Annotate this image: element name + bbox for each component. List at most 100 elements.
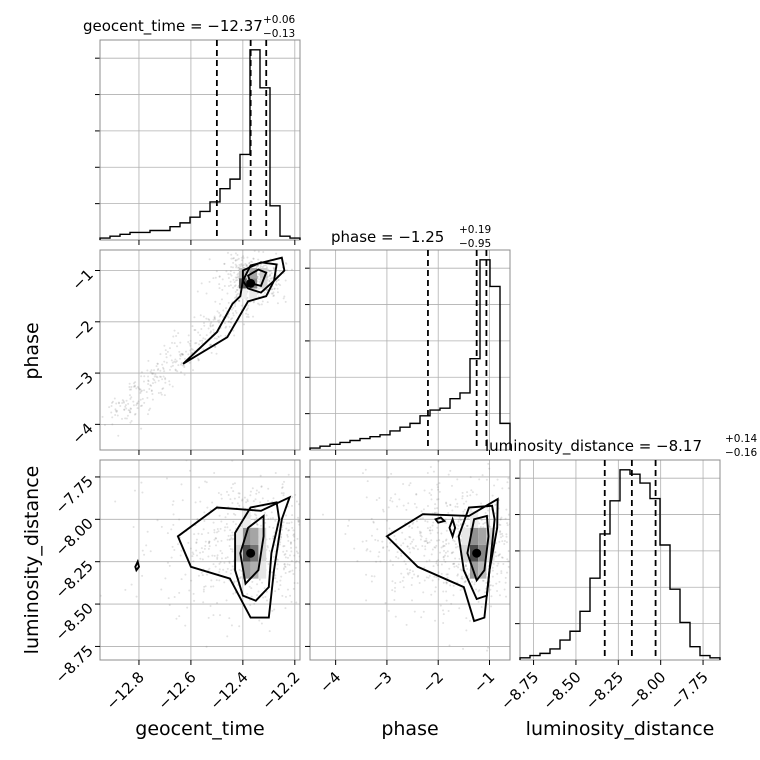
sample-point [387, 476, 390, 479]
sample-point [490, 605, 493, 608]
sample-point [491, 566, 494, 569]
sample-point [240, 262, 243, 265]
yticklabel-luminosity_distance-1: −8.50 [52, 599, 97, 644]
sample-point [338, 567, 340, 569]
xticklabel-luminosity_distance-3: −8.00 [624, 668, 669, 713]
sample-point [276, 567, 279, 570]
sample-point [174, 361, 177, 364]
sample-point [514, 528, 516, 530]
sample-point [437, 498, 440, 501]
sample-point [572, 564, 574, 566]
sample-point [177, 332, 180, 335]
sample-point [134, 412, 137, 415]
sample-point [485, 478, 488, 481]
sample-point [459, 518, 462, 521]
sample-point [355, 551, 357, 553]
sample-point [166, 532, 169, 535]
sample-point [196, 518, 199, 521]
sample-point [272, 294, 275, 297]
density-cell-2 [242, 527, 251, 545]
sample-point [402, 482, 405, 485]
sample-point [445, 543, 448, 546]
sample-point [317, 472, 319, 474]
sample-point [268, 549, 271, 552]
sample-point [336, 555, 338, 557]
sample-point [232, 314, 235, 317]
sample-point [147, 383, 150, 386]
sample-point [238, 568, 241, 571]
sample-point [499, 530, 502, 533]
sample-point [207, 569, 210, 572]
sample-point [204, 338, 207, 341]
sample-point [279, 541, 282, 544]
sample-point [365, 496, 368, 499]
sample-point [157, 367, 160, 370]
sample-point [418, 530, 421, 533]
sample-point [234, 290, 237, 293]
sample-point [522, 592, 524, 594]
sample-point [130, 385, 133, 388]
sample-point [285, 527, 288, 530]
sample-point [223, 529, 226, 532]
sample-point [280, 536, 283, 539]
sample-point [250, 260, 253, 263]
sample-point [456, 573, 459, 576]
sample-point [232, 520, 235, 523]
sample-point [462, 647, 465, 650]
sample-point [188, 342, 191, 345]
sample-point [316, 523, 318, 525]
sample-point [543, 535, 545, 537]
sample-point [266, 499, 269, 502]
sample-point [240, 263, 243, 266]
sample-point [386, 519, 389, 522]
sample-point [374, 538, 377, 541]
sample-point [181, 499, 184, 502]
sample-point [273, 608, 276, 611]
sample-point [291, 504, 294, 507]
sample-point [569, 541, 571, 543]
sample-point [442, 544, 445, 547]
sample-point [398, 498, 401, 501]
sample-point [421, 544, 424, 547]
sample-point [446, 505, 449, 508]
sample-point [121, 402, 124, 405]
sample-point [111, 423, 114, 426]
sample-point [214, 300, 217, 303]
density-cell-5 [250, 561, 259, 579]
sample-point [365, 573, 368, 576]
sample-point [408, 547, 411, 550]
sample-point [287, 529, 290, 532]
sample-point [274, 283, 277, 286]
sample-point [446, 550, 449, 553]
sample-point [411, 599, 414, 602]
sample-point [159, 391, 162, 394]
sample-point [422, 591, 425, 594]
sample-point [270, 277, 273, 280]
sample-point [500, 570, 503, 573]
sample-point [475, 493, 478, 496]
sample-point [259, 474, 262, 477]
sample-point [306, 555, 308, 557]
sample-point [388, 527, 391, 530]
sample-point [245, 309, 248, 312]
sample-point [277, 588, 280, 591]
sample-point [529, 530, 531, 532]
sample-point [159, 369, 162, 372]
sample-point [201, 339, 204, 342]
sample-point [168, 383, 171, 386]
sample-point [452, 562, 455, 565]
sample-point [229, 321, 232, 324]
sample-point [276, 302, 279, 305]
sample-point [304, 545, 306, 547]
sample-point [203, 585, 206, 588]
sample-point [391, 564, 394, 567]
density-cell-6 [461, 544, 470, 562]
sample-point [370, 517, 373, 520]
sample-point [260, 622, 263, 625]
sample-point [331, 533, 333, 535]
sample-point [277, 279, 280, 282]
sample-point [443, 554, 446, 557]
sample-point [281, 528, 284, 531]
sample-point [236, 258, 239, 261]
sample-point [270, 292, 273, 295]
